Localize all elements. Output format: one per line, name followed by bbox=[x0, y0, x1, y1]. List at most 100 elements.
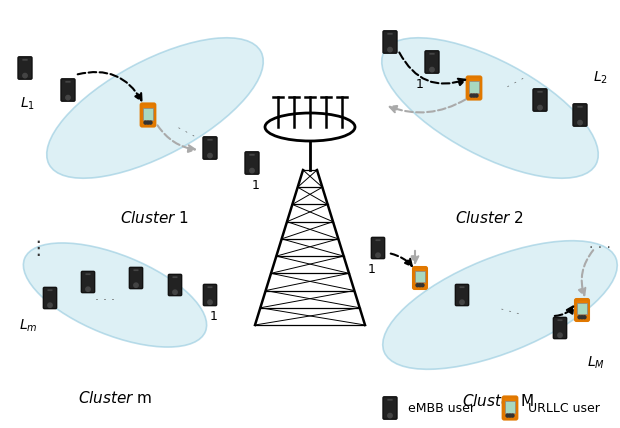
FancyBboxPatch shape bbox=[503, 397, 517, 419]
Circle shape bbox=[66, 95, 70, 100]
Text: $L_2$: $L_2$ bbox=[593, 70, 608, 86]
Circle shape bbox=[558, 333, 562, 337]
FancyBboxPatch shape bbox=[414, 268, 427, 288]
FancyBboxPatch shape bbox=[376, 239, 381, 241]
FancyBboxPatch shape bbox=[249, 154, 255, 156]
FancyBboxPatch shape bbox=[143, 108, 153, 119]
FancyBboxPatch shape bbox=[133, 269, 138, 271]
FancyBboxPatch shape bbox=[208, 286, 213, 288]
Circle shape bbox=[421, 284, 424, 287]
Circle shape bbox=[48, 303, 52, 307]
Circle shape bbox=[472, 94, 476, 97]
FancyBboxPatch shape bbox=[22, 59, 28, 61]
FancyBboxPatch shape bbox=[169, 274, 182, 296]
Ellipse shape bbox=[383, 241, 618, 369]
Text: · · ·: · · · bbox=[498, 303, 521, 321]
Text: URLLC user: URLLC user bbox=[528, 402, 600, 416]
Circle shape bbox=[376, 253, 380, 257]
Text: $\it{Cluster}$ 2: $\it{Cluster}$ 2 bbox=[456, 210, 525, 226]
Circle shape bbox=[430, 67, 434, 72]
Circle shape bbox=[134, 283, 138, 288]
FancyBboxPatch shape bbox=[573, 104, 587, 126]
FancyBboxPatch shape bbox=[467, 77, 481, 99]
FancyBboxPatch shape bbox=[425, 51, 439, 73]
Ellipse shape bbox=[265, 113, 355, 141]
FancyBboxPatch shape bbox=[554, 317, 567, 339]
FancyBboxPatch shape bbox=[203, 284, 216, 306]
Text: · · ·: · · · bbox=[173, 122, 197, 143]
FancyBboxPatch shape bbox=[141, 104, 155, 126]
Text: 1: 1 bbox=[210, 310, 218, 323]
Circle shape bbox=[475, 94, 478, 97]
Circle shape bbox=[144, 121, 147, 124]
Text: ⋮: ⋮ bbox=[29, 238, 48, 258]
FancyBboxPatch shape bbox=[172, 276, 177, 278]
Text: $\it{Cluster}$ m: $\it{Cluster}$ m bbox=[78, 390, 153, 406]
Ellipse shape bbox=[46, 38, 264, 178]
Circle shape bbox=[149, 121, 152, 124]
Text: $L_m$: $L_m$ bbox=[19, 318, 37, 334]
Text: 1: 1 bbox=[368, 263, 376, 276]
Circle shape bbox=[583, 316, 586, 319]
FancyBboxPatch shape bbox=[533, 89, 547, 111]
FancyBboxPatch shape bbox=[383, 31, 397, 53]
Ellipse shape bbox=[24, 243, 206, 347]
FancyBboxPatch shape bbox=[86, 273, 91, 275]
FancyBboxPatch shape bbox=[81, 271, 95, 293]
Circle shape bbox=[388, 413, 392, 418]
FancyBboxPatch shape bbox=[455, 284, 469, 306]
FancyBboxPatch shape bbox=[383, 397, 397, 419]
Circle shape bbox=[208, 300, 212, 304]
Circle shape bbox=[23, 73, 27, 78]
FancyBboxPatch shape bbox=[18, 57, 32, 79]
FancyBboxPatch shape bbox=[577, 303, 587, 314]
Circle shape bbox=[173, 290, 177, 294]
FancyBboxPatch shape bbox=[203, 137, 217, 159]
Text: 1: 1 bbox=[416, 78, 424, 91]
Circle shape bbox=[470, 94, 473, 97]
Circle shape bbox=[460, 300, 464, 304]
FancyBboxPatch shape bbox=[388, 399, 392, 401]
Text: $\it{Cluster}$ M: $\it{Cluster}$ M bbox=[462, 393, 534, 409]
Circle shape bbox=[580, 316, 583, 319]
FancyBboxPatch shape bbox=[538, 91, 542, 93]
FancyBboxPatch shape bbox=[459, 286, 464, 288]
Circle shape bbox=[418, 284, 422, 287]
Text: $L_1$: $L_1$ bbox=[19, 96, 35, 113]
FancyBboxPatch shape bbox=[61, 79, 75, 101]
FancyBboxPatch shape bbox=[469, 81, 479, 92]
Text: $\it{Cluster}$ 1: $\it{Cluster}$ 1 bbox=[120, 210, 190, 226]
Circle shape bbox=[578, 316, 581, 319]
Circle shape bbox=[538, 105, 542, 110]
Text: $L_M$: $L_M$ bbox=[587, 355, 605, 372]
FancyBboxPatch shape bbox=[130, 268, 143, 288]
Circle shape bbox=[146, 121, 149, 124]
Ellipse shape bbox=[382, 38, 598, 178]
Text: 1: 1 bbox=[252, 179, 260, 192]
Circle shape bbox=[578, 120, 582, 125]
FancyBboxPatch shape bbox=[245, 152, 259, 174]
FancyBboxPatch shape bbox=[505, 401, 515, 413]
Circle shape bbox=[508, 414, 512, 417]
FancyBboxPatch shape bbox=[207, 139, 213, 141]
FancyBboxPatch shape bbox=[557, 319, 562, 321]
Text: eMBB user: eMBB user bbox=[408, 402, 475, 416]
Circle shape bbox=[388, 48, 392, 52]
Circle shape bbox=[416, 284, 419, 287]
FancyBboxPatch shape bbox=[371, 238, 384, 259]
Circle shape bbox=[506, 414, 509, 417]
Circle shape bbox=[208, 153, 212, 158]
FancyBboxPatch shape bbox=[48, 289, 53, 291]
Circle shape bbox=[511, 414, 514, 417]
Text: · · ·: · · · bbox=[504, 73, 528, 93]
Text: · · ·: · · · bbox=[589, 241, 611, 255]
FancyBboxPatch shape bbox=[388, 33, 392, 35]
FancyBboxPatch shape bbox=[577, 106, 583, 108]
Circle shape bbox=[250, 168, 254, 173]
Circle shape bbox=[86, 287, 90, 291]
Text: · · ·: · · · bbox=[95, 294, 115, 306]
FancyBboxPatch shape bbox=[65, 81, 71, 83]
FancyBboxPatch shape bbox=[415, 271, 425, 282]
FancyBboxPatch shape bbox=[575, 299, 588, 321]
FancyBboxPatch shape bbox=[430, 53, 435, 55]
